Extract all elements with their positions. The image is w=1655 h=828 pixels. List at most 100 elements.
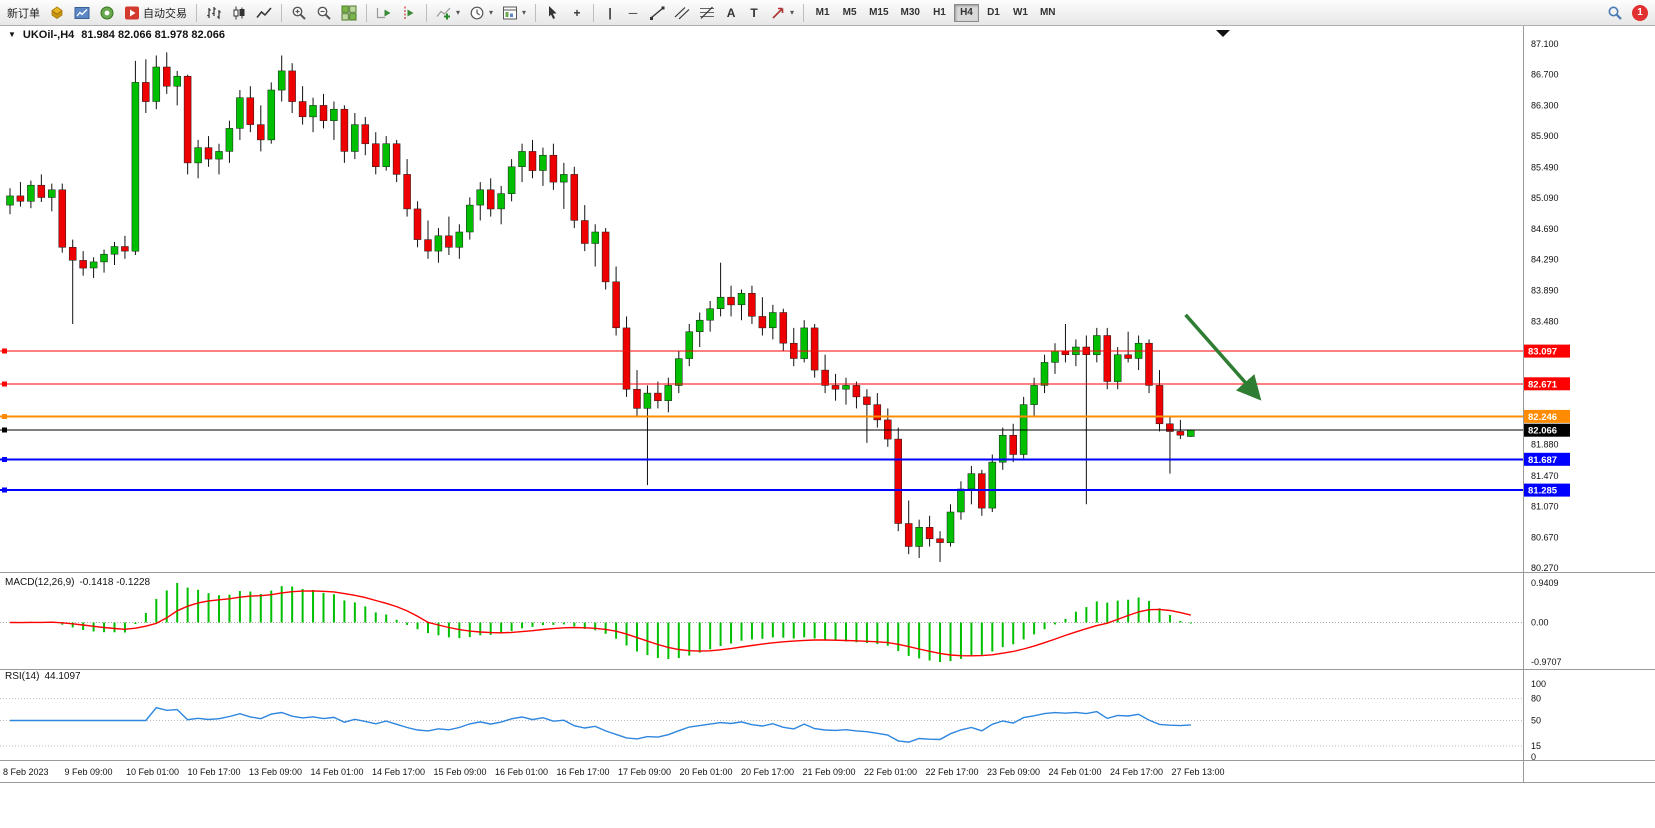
axes-layer: 87.100 86.700 86.300 85.900 85.490 85.090 84.6… bbox=[0, 26, 1655, 783]
candle bbox=[842, 385, 850, 390]
candle bbox=[581, 220, 589, 244]
channel-button[interactable] bbox=[670, 2, 694, 23]
candle bbox=[1040, 362, 1049, 386]
zoom-in-icon bbox=[292, 6, 306, 20]
candle bbox=[121, 246, 129, 252]
candle bbox=[68, 247, 77, 261]
zoom-in-button[interactable] bbox=[287, 2, 311, 23]
line-chart-button[interactable] bbox=[252, 2, 276, 23]
candle bbox=[549, 154, 558, 183]
candle bbox=[539, 154, 547, 171]
candle bbox=[48, 189, 56, 198]
fibonacci-icon bbox=[700, 6, 715, 19]
chart-shift-button[interactable] bbox=[397, 2, 421, 23]
horizontal-line-icon: ─ bbox=[628, 5, 638, 20]
candle bbox=[319, 105, 328, 121]
timeframe-button-mn[interactable]: MN bbox=[1035, 4, 1061, 22]
timeframe-button-m5[interactable]: M5 bbox=[837, 4, 862, 22]
templates-button[interactable]: ▾ bbox=[498, 2, 530, 23]
auto-scroll-button[interactable] bbox=[372, 2, 396, 23]
time-axis-label: 27 Feb 13:00 bbox=[1172, 767, 1225, 777]
indicators-add-icon bbox=[436, 7, 451, 19]
text-button[interactable]: A bbox=[720, 2, 742, 23]
timeframe-button-w1[interactable]: W1 bbox=[1008, 4, 1033, 22]
candle bbox=[925, 527, 934, 540]
candle bbox=[163, 66, 171, 87]
market-watch-icon bbox=[74, 6, 90, 19]
market-watch-button[interactable] bbox=[70, 2, 94, 23]
one-click-trading-icon[interactable]: ▼ bbox=[8, 30, 16, 39]
candlestick-icon bbox=[233, 6, 245, 19]
arrows-button[interactable]: ▾ bbox=[766, 2, 798, 23]
vertical-line-button[interactable]: | bbox=[599, 2, 621, 23]
candle bbox=[6, 195, 14, 206]
candle bbox=[957, 488, 965, 513]
dropdown-caret-icon: ▾ bbox=[456, 8, 461, 17]
autotrade-button[interactable]: 自动交易 bbox=[120, 2, 191, 23]
crosshair-button[interactable]: + bbox=[566, 2, 588, 23]
text-label-button[interactable]: T bbox=[743, 2, 765, 23]
fibonacci-button[interactable] bbox=[695, 2, 719, 23]
candlestick-button[interactable] bbox=[227, 2, 251, 23]
candle bbox=[664, 385, 673, 401]
new-order-button[interactable]: 新订单 bbox=[3, 2, 44, 23]
price-axis-label: 83.480 bbox=[1531, 317, 1559, 327]
time-axis-label: 8 Feb 2023 bbox=[3, 767, 49, 777]
cursor-button[interactable] bbox=[541, 2, 565, 23]
candle bbox=[507, 166, 516, 194]
candle bbox=[821, 369, 829, 386]
notification-count: 1 bbox=[1637, 7, 1643, 18]
candle bbox=[1093, 335, 1101, 355]
navigator-button[interactable] bbox=[95, 2, 119, 23]
time-axis-label: 20 Feb 01:00 bbox=[680, 767, 733, 777]
toolbar-separator bbox=[196, 3, 197, 22]
chart-profile-button[interactable] bbox=[45, 2, 69, 23]
candle bbox=[622, 327, 631, 390]
price-chart[interactable]: 0.94090.00-0.9707100805015087.10086.7008… bbox=[0, 26, 1655, 828]
time-axis-label: 10 Feb 17:00 bbox=[188, 767, 241, 777]
candle bbox=[1145, 342, 1153, 386]
time-axis-label: 17 Feb 09:00 bbox=[618, 767, 671, 777]
notification-badge[interactable]: 1 bbox=[1632, 4, 1648, 21]
candle bbox=[570, 174, 579, 221]
timeframe-button-m1[interactable]: M1 bbox=[810, 4, 835, 22]
candle bbox=[215, 151, 223, 160]
timeframe-button-h1[interactable]: H1 bbox=[927, 4, 952, 22]
line-handle bbox=[2, 487, 7, 493]
candle bbox=[706, 308, 714, 321]
timeframe-button-m30[interactable]: M30 bbox=[896, 4, 925, 22]
toolbar-separator bbox=[366, 3, 367, 22]
timeframe-button-m15[interactable]: M15 bbox=[864, 4, 893, 22]
price-axis-label: 84.690 bbox=[1531, 224, 1559, 234]
dropdown-caret-icon: ▾ bbox=[522, 8, 527, 17]
candle bbox=[852, 385, 861, 398]
timeframe-button-d1[interactable]: D1 bbox=[981, 4, 1006, 22]
time-axis-label: 23 Feb 09:00 bbox=[987, 767, 1040, 777]
candle bbox=[236, 97, 244, 129]
zoom-out-button[interactable] bbox=[312, 2, 336, 23]
tile-windows-button[interactable] bbox=[337, 2, 361, 23]
timeframe-button-h4[interactable]: H4 bbox=[953, 3, 979, 22]
chart-shift-marker[interactable] bbox=[1216, 30, 1230, 37]
search-button[interactable] bbox=[1603, 2, 1627, 23]
line-handle bbox=[2, 348, 7, 354]
candle bbox=[298, 101, 307, 118]
trendline-button[interactable] bbox=[645, 2, 669, 23]
candle bbox=[1019, 404, 1028, 455]
indicators-button[interactable]: ▾ bbox=[432, 2, 464, 23]
candle bbox=[810, 327, 819, 371]
candle bbox=[528, 151, 537, 171]
annotation-arrow[interactable] bbox=[1184, 313, 1262, 401]
price-axis-label: 81.470 bbox=[1531, 471, 1559, 481]
zoom-out-icon bbox=[317, 6, 331, 20]
periods-clock-icon bbox=[470, 6, 484, 19]
candle bbox=[915, 527, 923, 547]
periods-button[interactable]: ▾ bbox=[465, 2, 497, 23]
candle bbox=[434, 235, 443, 252]
text-label-icon: T bbox=[750, 5, 758, 20]
candle bbox=[288, 70, 296, 102]
horizontal-line-button[interactable]: ─ bbox=[622, 2, 644, 23]
candles-layer bbox=[6, 52, 1195, 562]
candle bbox=[675, 358, 683, 386]
ohlc-bars-button[interactable] bbox=[202, 2, 226, 23]
